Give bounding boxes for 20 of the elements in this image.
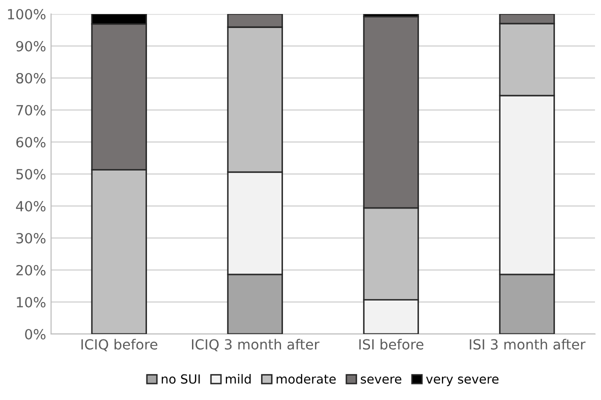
y-tick-label: 0% bbox=[25, 328, 46, 340]
legend-label: mild bbox=[226, 374, 251, 384]
y-tick-label: 20% bbox=[16, 264, 46, 276]
y-tick-label: 80% bbox=[16, 72, 46, 84]
x-tick-label: ICIQ before bbox=[81, 338, 158, 352]
y-tick-label: 10% bbox=[16, 296, 46, 308]
legend-label: severe bbox=[360, 376, 402, 384]
y-tick-label: 70% bbox=[16, 104, 46, 116]
legend-label: moderate bbox=[276, 374, 336, 384]
x-tick-label: ICIQ 3 month after bbox=[192, 338, 320, 352]
legend-label: very severe bbox=[426, 376, 498, 386]
x-tick-label: ISI before bbox=[359, 338, 424, 350]
legend-label: no SUI bbox=[162, 374, 200, 384]
y-tick-label: 90% bbox=[16, 40, 46, 52]
y-tick-label: 60% bbox=[16, 136, 46, 148]
y-tick-label: 100% bbox=[8, 8, 46, 20]
y-tick-label: 30% bbox=[16, 232, 46, 244]
y-tick-label: 50% bbox=[16, 168, 46, 180]
x-tick-label: ISI 3 month after bbox=[470, 338, 586, 350]
y-tick-label: 40% bbox=[16, 200, 46, 212]
